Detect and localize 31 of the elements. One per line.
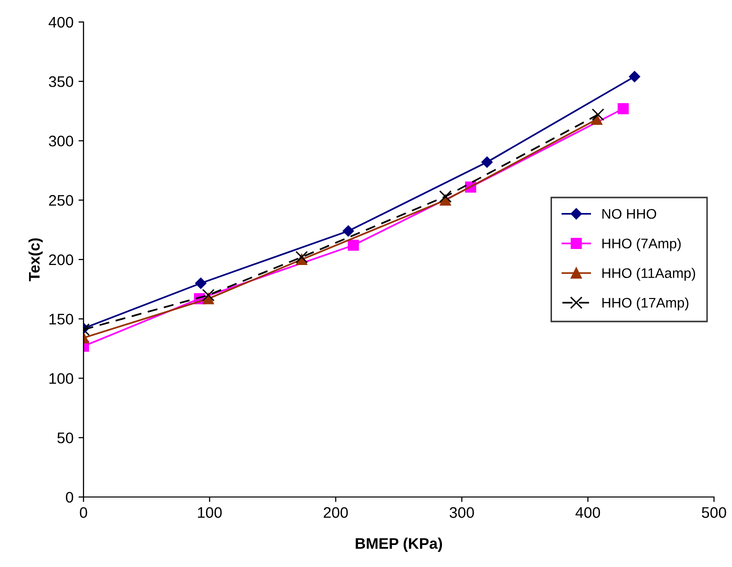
x-tick-label: 200 — [324, 507, 348, 518]
point — [618, 103, 629, 114]
x-tick-label: 300 — [450, 507, 474, 518]
legend-label: HHO (7Amp) — [602, 238, 681, 252]
point — [628, 71, 640, 82]
y-tick-label: 0 — [66, 492, 74, 503]
point — [295, 250, 308, 264]
point — [195, 278, 206, 289]
point — [342, 225, 354, 237]
point — [202, 288, 215, 302]
y-tick-label: 300 — [48, 136, 74, 146]
x-tick-label: 0 — [80, 507, 88, 518]
y-tick-label: 400 — [48, 16, 74, 28]
y-tick-label: 350 — [48, 76, 74, 88]
x-tick-label: 100 — [198, 507, 222, 518]
x-tick-label: 400 — [576, 507, 600, 518]
y-tick-label: 100 — [49, 373, 74, 384]
point — [348, 240, 359, 251]
point — [592, 108, 604, 121]
x-axis-title: BMEP (KPa) — [356, 538, 442, 552]
y-tick-label: 200 — [49, 254, 74, 266]
y-tick-label: 150 — [49, 314, 74, 325]
x-tick-label: 500 — [702, 507, 726, 518]
y-tick-label: 50 — [57, 432, 74, 444]
y-axis-title: Tex(c) — [28, 238, 43, 282]
legend-label: NO HHO — [602, 208, 656, 219]
point — [481, 156, 493, 168]
y-tick-label: 250 — [49, 194, 74, 206]
legend-label: HHO (11Aamp) — [602, 268, 696, 281]
legend-label: HHO (17Amp) — [602, 297, 688, 310]
point — [439, 190, 452, 203]
